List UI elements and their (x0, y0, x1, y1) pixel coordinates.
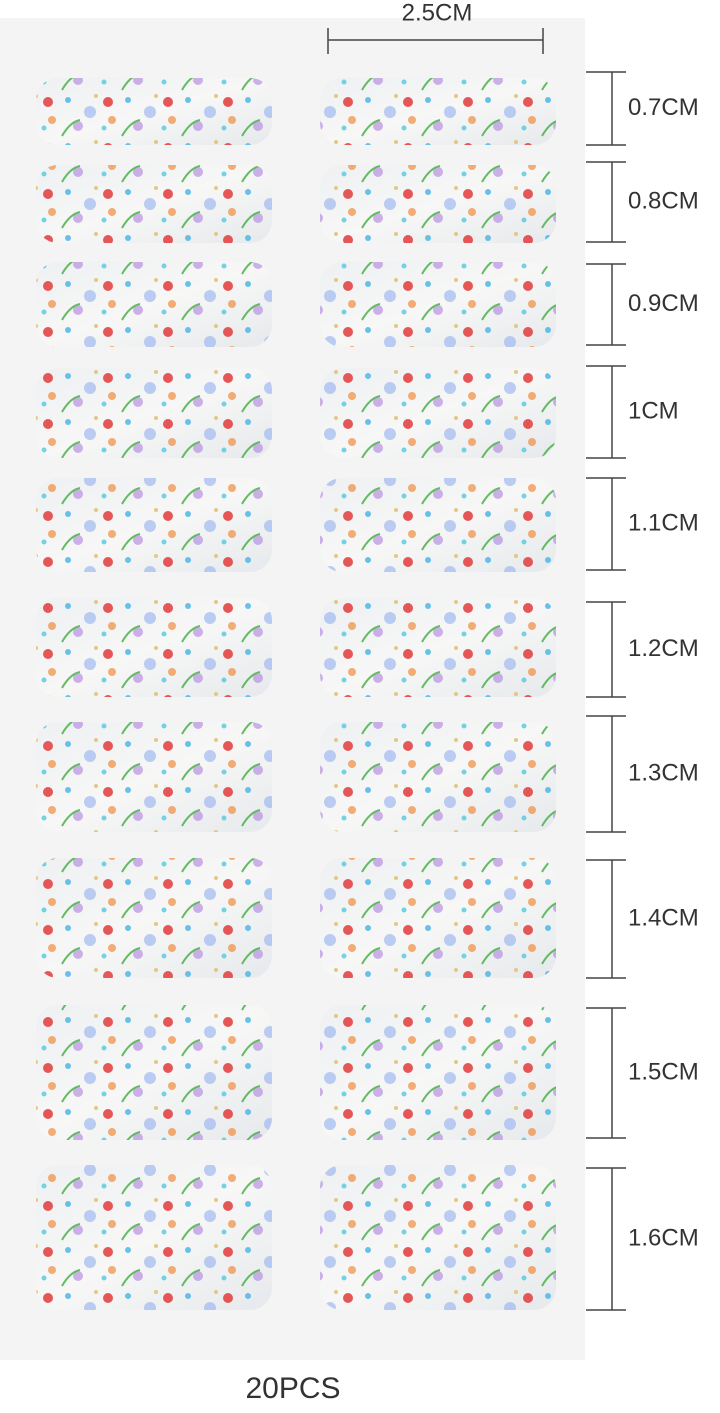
sticker-pattern (36, 78, 272, 145)
height-label: 1CM (628, 397, 679, 424)
sticker-pattern (36, 722, 272, 832)
height-label: 0.7CM (628, 94, 699, 121)
sticker-pattern (320, 1165, 556, 1310)
sticker-pattern (36, 1005, 272, 1140)
sticker-pattern (320, 262, 556, 347)
sticker-pattern (36, 478, 272, 572)
height-label: 0.9CM (628, 290, 699, 317)
sticker-pattern (36, 262, 272, 347)
height-label: 1.5CM (628, 1058, 699, 1085)
sticker-pattern (36, 368, 272, 458)
height-label: 1.6CM (628, 1224, 699, 1251)
height-label: 1.1CM (628, 509, 699, 536)
sticker-pattern (36, 1165, 272, 1310)
sticker-pattern (320, 478, 556, 572)
sticker-pattern (320, 1005, 556, 1140)
height-label: 1.2CM (628, 635, 699, 662)
sticker-pattern (320, 598, 556, 697)
sticker-pattern (36, 858, 272, 978)
width-label: 2.5CM (402, 0, 473, 26)
sticker-pattern (320, 78, 556, 145)
height-label: 0.8CM (628, 187, 699, 214)
sticker-pattern (320, 368, 556, 458)
sticker-pattern (36, 165, 272, 243)
height-label: 1.4CM (628, 904, 699, 931)
sticker-pattern (320, 165, 556, 243)
height-label: 1.3CM (628, 759, 699, 786)
sticker-pattern (320, 858, 556, 978)
sticker-rows: 0.7CM 0.8CM 0.9CM 1CM 1.1CM 1.2CM 1.3CM 1.4CM 1.… (36, 71, 699, 1311)
sticker-pattern (36, 598, 272, 697)
count-label: 20PCS (245, 1372, 340, 1405)
sticker-pattern (320, 722, 556, 832)
